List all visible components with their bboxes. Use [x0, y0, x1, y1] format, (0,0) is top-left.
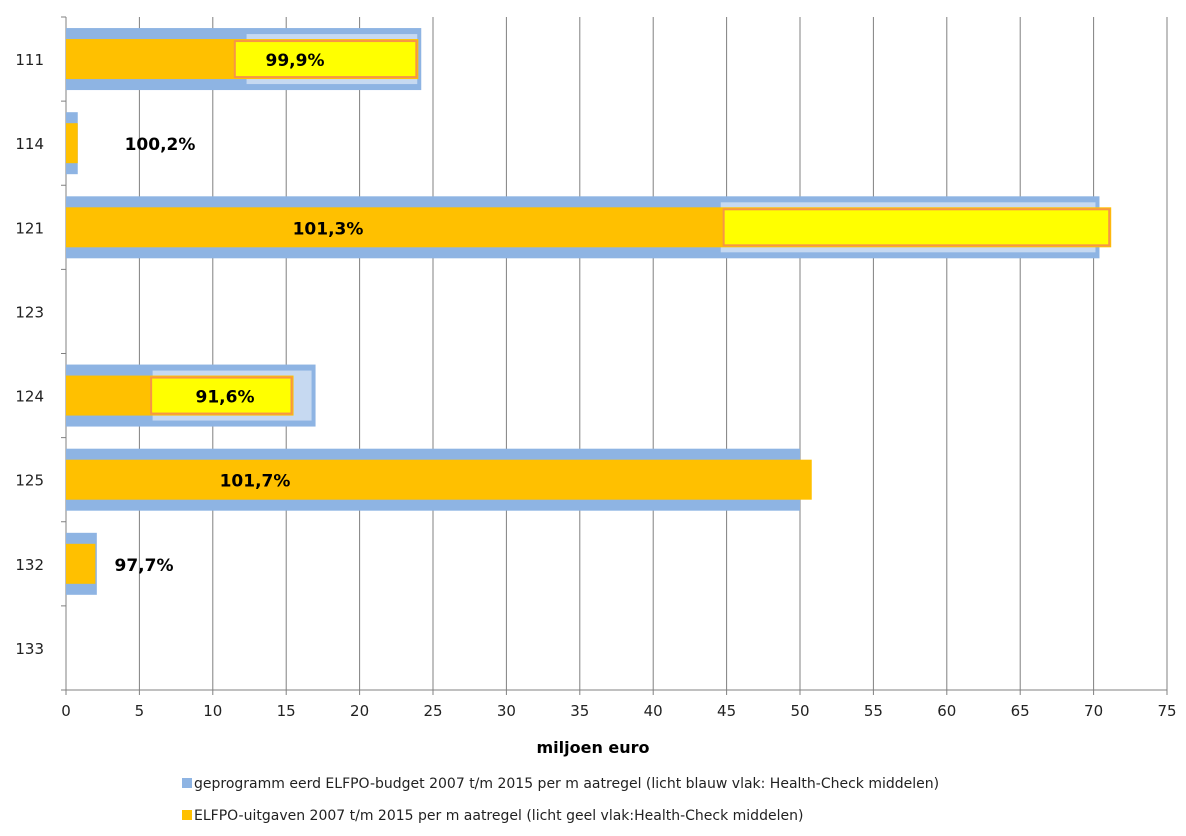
y-tick-label: 133: [15, 640, 44, 658]
data-label: 91,6%: [196, 388, 255, 408]
x-tick-label: 70: [1084, 702, 1103, 720]
legend-label-budget: geprogramm eerd ELFPO-budget 2007 t/m 20…: [194, 776, 940, 792]
x-axis-title: miljoen euro: [536, 738, 650, 757]
x-tick-label: 0: [61, 702, 71, 720]
x-tick-label: 15: [277, 702, 296, 720]
bar-spending: [66, 459, 812, 500]
x-tick-label: 65: [1011, 702, 1030, 720]
y-tick-label: 132: [15, 556, 44, 574]
bar-spending: [66, 123, 78, 164]
data-label: 100,2%: [125, 135, 196, 155]
x-tick-label: 5: [135, 702, 145, 720]
x-tick-label: 45: [717, 702, 736, 720]
legend-swatch-spending: [182, 810, 192, 820]
bar-spending-health-check: [233, 40, 418, 79]
bar-spending-health-check: [722, 208, 1111, 247]
legend-item-budget: geprogramm eerd ELFPO-budget 2007 t/m 20…: [182, 776, 939, 792]
data-label: 101,7%: [220, 472, 291, 492]
x-tick-label: 35: [570, 702, 589, 720]
x-tick-label: 10: [203, 702, 222, 720]
bar-spending-health-check: [150, 376, 293, 415]
x-tick-label: 30: [497, 702, 516, 720]
y-tick-label: 121: [15, 219, 44, 237]
bar-spending: [66, 543, 96, 584]
y-tick-label: 123: [15, 303, 44, 321]
y-tick-label: 125: [15, 472, 44, 490]
y-tick-label: 124: [15, 388, 44, 406]
data-label: 101,3%: [293, 219, 364, 239]
legend-swatch-budget: [182, 778, 192, 788]
x-tick-label: 25: [423, 702, 442, 720]
x-tick-label: 50: [790, 702, 809, 720]
x-tick-label: 40: [644, 702, 663, 720]
data-label: 99,9%: [266, 51, 325, 71]
x-tick-label: 55: [864, 702, 883, 720]
y-tick-label: 111: [15, 51, 44, 69]
legend-item-spending: ELFPO-uitgaven 2007 t/m 2015 per m aatre…: [182, 808, 803, 824]
data-label: 97,7%: [115, 556, 174, 576]
x-tick-label: 75: [1157, 702, 1176, 720]
x-tick-label: 20: [350, 702, 369, 720]
y-tick-label: 114: [15, 135, 44, 153]
x-tick-label: 60: [937, 702, 956, 720]
legend-label-spending: ELFPO-uitgaven 2007 t/m 2015 per m aatre…: [194, 808, 804, 824]
